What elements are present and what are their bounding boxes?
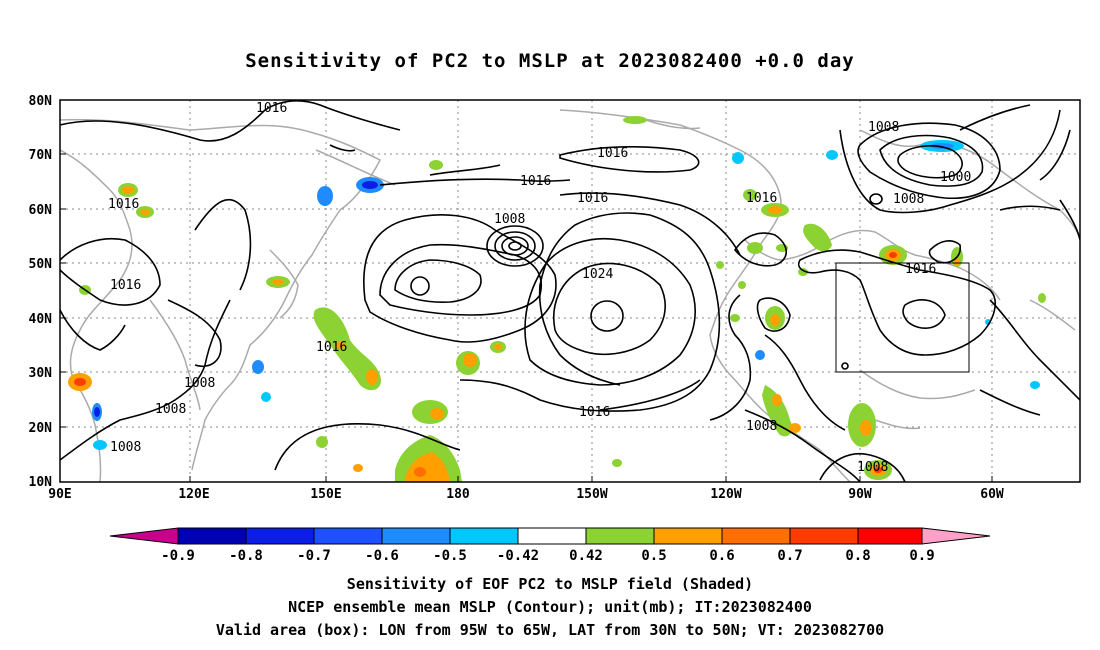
contour-label: 1016 — [579, 405, 610, 420]
colorbar-cell — [449, 527, 519, 545]
contour-label: 1016 — [256, 101, 287, 116]
lon-label: 120E — [178, 487, 209, 502]
lon-label: 150E — [310, 487, 341, 502]
lat-label: 40N — [29, 312, 53, 327]
contour-label: 1016 — [108, 197, 139, 212]
colorbar-cell — [721, 527, 791, 545]
colorbar-cell — [177, 527, 247, 545]
colorbar-tick: -0.9 — [161, 548, 195, 564]
contour-label: 1008 — [110, 440, 141, 455]
colorbar — [109, 527, 991, 545]
lat-label: 70N — [29, 148, 53, 163]
map-area — [60, 100, 1080, 482]
contour-label: 1016 — [597, 146, 628, 161]
contour-label: 1024 — [582, 267, 613, 282]
colorbar-low-arrow — [109, 527, 179, 545]
colorbar-cell — [653, 527, 723, 545]
lat-label: 80N — [29, 94, 53, 109]
contour-label: 1016 — [905, 262, 936, 277]
lon-label: 90E — [48, 487, 71, 502]
colorbar-tick: -0.6 — [365, 548, 399, 564]
colorbar-tick: -0.8 — [229, 548, 263, 564]
colorbar-tick: 0.7 — [777, 548, 802, 564]
colorbar-cell — [517, 527, 587, 545]
graticule — [60, 100, 1080, 482]
contour-label: 1008 — [893, 192, 924, 207]
contour-label: 1016 — [110, 278, 141, 293]
contour-label: 1008 — [155, 402, 186, 417]
colorbar-cell — [313, 527, 383, 545]
colorbar-cell — [585, 527, 655, 545]
lat-label: 30N — [29, 366, 53, 381]
colorbar-tick: 0.9 — [909, 548, 934, 564]
footer-line-3: Valid area (box): LON from 95W to 65W, L… — [215, 621, 885, 639]
colorbar-tick: -0.5 — [433, 548, 467, 564]
colorbar-labels: -0.9 -0.8 -0.7 -0.6 -0.5 -0.42 0.42 0.5 … — [161, 548, 935, 564]
lon-label: 180 — [446, 487, 470, 502]
lon-label: 120W — [710, 487, 741, 502]
lat-label: 10N — [29, 475, 53, 490]
contour-label: 1008 — [184, 376, 215, 391]
map-border — [59, 99, 1081, 483]
contour-label: 1000 — [940, 170, 971, 185]
contour-label: 1016 — [520, 174, 551, 189]
footer-line-1: Sensitivity of EOF PC2 to MSLP field (Sh… — [346, 575, 754, 593]
contour-labels: 1016 1016 1016 1016 1016 1016 1016 1016 … — [108, 101, 971, 475]
axis-ticks — [60, 99, 993, 483]
mslp-contours — [60, 100, 1080, 482]
lon-label: 90W — [848, 487, 872, 502]
valid-area-box — [835, 262, 970, 373]
lon-label: 150W — [576, 487, 607, 502]
colorbar-cell — [245, 527, 315, 545]
map-title: Sensitivity of PC2 to MSLP at 2023082400… — [245, 50, 855, 72]
contour-label: 1008 — [746, 419, 777, 434]
contour-label: 1008 — [494, 212, 525, 227]
longitude-labels: 90E 120E 150E 180 150W 120W 90W 60W — [48, 487, 1004, 502]
colorbar-tick: 0.6 — [709, 548, 734, 564]
sensitivity-shading — [68, 116, 1046, 482]
colorbar-cell — [789, 527, 859, 545]
lat-label: 20N — [29, 421, 53, 436]
contour-label: 1016 — [746, 191, 777, 206]
footer-line-2: NCEP ensemble mean MSLP (Contour); unit(… — [288, 598, 812, 616]
colorbar-cell — [381, 527, 451, 545]
colorbar-high-arrow — [921, 527, 991, 545]
contour-label: 1016 — [316, 340, 347, 355]
colorbar-tick: 0.5 — [641, 548, 666, 564]
contour-label: 1008 — [868, 120, 899, 135]
colorbar-tick: -0.7 — [297, 548, 331, 564]
colorbar-tick: 0.8 — [845, 548, 870, 564]
contour-label: 1016 — [577, 191, 608, 206]
colorbar-tick: 0.42 — [569, 548, 603, 564]
colorbar-tick: -0.42 — [497, 548, 539, 564]
latitude-labels: 80N 70N 60N 50N 40N 30N 20N 10N — [29, 94, 53, 490]
contour-label: 1008 — [857, 460, 888, 475]
lat-label: 60N — [29, 203, 53, 218]
colorbar-cell — [857, 527, 923, 545]
lat-label: 50N — [29, 257, 53, 272]
lon-label: 60W — [980, 487, 1004, 502]
